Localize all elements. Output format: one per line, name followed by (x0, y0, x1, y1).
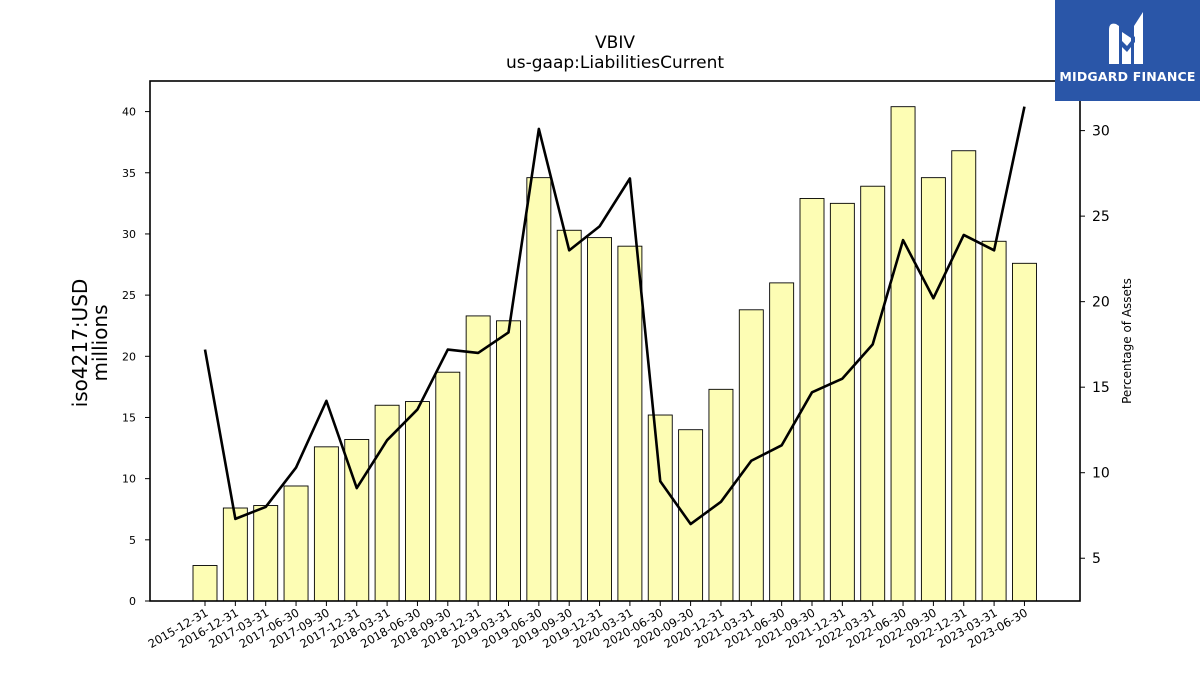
y2-tick-label: 5 (1092, 551, 1101, 567)
bar-2018-06-30 (405, 401, 430, 602)
bar-2022-12-31 (951, 150, 977, 602)
chart-title: VBIV (595, 33, 635, 53)
bar-2015-12-31 (192, 565, 218, 602)
bar-2018-12-31 (465, 315, 491, 602)
midgard-logo-icon (1109, 12, 1143, 65)
bar-2019-03-31 (496, 320, 521, 602)
bar-2019-06-30 (526, 177, 552, 602)
y-tick-label: 5 (129, 534, 136, 547)
bar-2017-09-30 (313, 446, 339, 602)
bar-2017-06-30 (283, 485, 309, 602)
y-tick-label: 20 (122, 350, 136, 363)
brand-logo: MIDGARD FINANCE (1055, 0, 1200, 101)
bar-2019-09-30 (556, 229, 582, 602)
logo-text: MIDGARD FINANCE (1059, 69, 1196, 84)
axes (149, 80, 1081, 602)
y-tick-label: 30 (122, 228, 136, 241)
bar-2019-12-31 (587, 237, 612, 602)
bar-2023-06-30 (1012, 262, 1037, 602)
bar-2016-12-31 (222, 507, 248, 602)
bar-2018-03-31 (374, 404, 400, 602)
y2-tick-label: 20 (1092, 295, 1110, 311)
percentage-line (203, 106, 1026, 526)
chart-subtitle: us-gaap:LiabilitiesCurrent (505, 53, 725, 73)
left-axis-ticks: 0 5 10 15 20 25 30 35 40 (122, 106, 150, 608)
y-axis-label-line-2: millions (88, 304, 112, 381)
bar-series (192, 106, 1037, 602)
bar-2021-09-30 (799, 198, 825, 602)
y-axis-label-line-1: iso4217:USD (68, 279, 92, 408)
bar-2022-03-31 (860, 185, 886, 602)
bar-2021-06-30 (769, 282, 795, 602)
y2-tick-label: 15 (1092, 380, 1110, 396)
bar-2023-03-31 (981, 240, 1007, 602)
bar-2018-09-30 (435, 371, 461, 602)
y-tick-label: 25 (122, 289, 136, 302)
x-axis-ticks: 2015-12-312016-12-312017-03-312017-06-30… (146, 601, 1030, 651)
bar-2020-12-31 (708, 388, 734, 602)
y2-tick-label: 25 (1092, 209, 1110, 225)
y-tick-label: 40 (122, 106, 136, 119)
line-series (203, 106, 1026, 526)
bar-2020-03-31 (617, 245, 643, 602)
bar-2022-06-30 (890, 106, 916, 602)
bar-2020-06-30 (647, 414, 673, 602)
y-tick-label: 15 (122, 411, 136, 424)
y-tick-label: 10 (122, 473, 136, 486)
bar-2021-12-31 (829, 202, 855, 602)
y2-tick-label: 30 (1092, 124, 1110, 140)
bar-2022-09-30 (920, 177, 946, 602)
plot-frame (149, 80, 1081, 602)
bar-2017-03-31 (253, 505, 279, 602)
right-axis-ticks: 5 10 15 20 25 30 (1080, 124, 1110, 567)
bar-2020-09-30 (678, 429, 704, 602)
y2-tick-label: 10 (1092, 466, 1110, 482)
y-tick-label: 0 (129, 595, 136, 608)
y2-axis-label: Percentage of Assets (1120, 278, 1134, 404)
y-tick-label: 35 (122, 167, 136, 180)
